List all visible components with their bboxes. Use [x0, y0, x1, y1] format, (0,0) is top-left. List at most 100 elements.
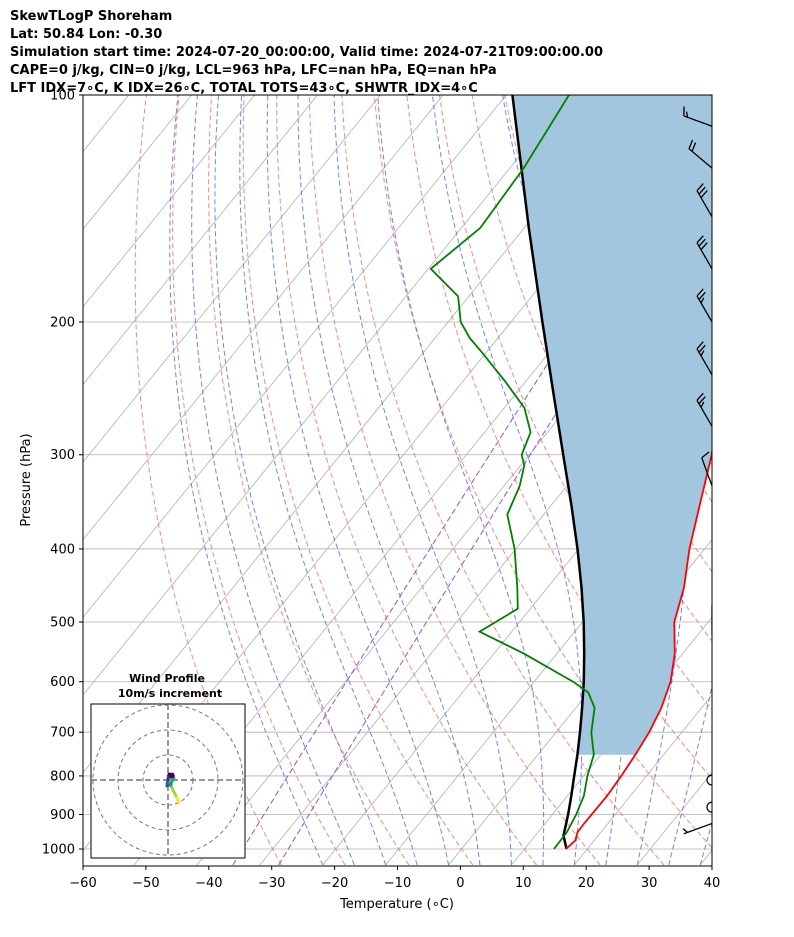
wind-barb-flag [731, 705, 740, 708]
hodograph-segment [169, 774, 175, 779]
dry-adiabat [242, 95, 474, 866]
title-coordinates: Lat: 50.84 Lon: -0.30 [10, 27, 163, 42]
chart-title-block: SkewTLogP Shoreham Lat: 50.84 Lon: -0.30… [10, 8, 603, 98]
wind-barb [696, 348, 712, 376]
wind-barb [701, 457, 712, 487]
y-tick-label: 700 [50, 726, 75, 741]
title-location: SkewTLogP Shoreham [10, 9, 173, 24]
y-tick-label: 300 [50, 448, 75, 463]
dry-adiabat [276, 95, 537, 866]
y-tick-label: 600 [50, 675, 75, 690]
moist-adiabat [297, 95, 481, 866]
wind-barb-flag [701, 451, 710, 459]
wind-barb-flag [700, 350, 705, 357]
x-tick-label: 40 [704, 876, 721, 891]
wind-barb-flag [700, 242, 708, 251]
wind-barb-flag [696, 341, 704, 350]
wind-barb [711, 835, 712, 839]
moist-adiabat [377, 95, 545, 866]
moist-adiabat [169, 95, 324, 866]
mixing-ratio-lines [232, 108, 712, 866]
wind-barb-flag [700, 190, 708, 199]
dry-adiabat [765, 95, 794, 865]
y-tick-label: 800 [50, 769, 75, 784]
wind-barb [688, 148, 712, 169]
dry-adiabat [439, 95, 712, 711]
hodograph-title: Wind Profile [129, 672, 205, 685]
wind-barb-flag [696, 235, 704, 244]
cape-area [512, 95, 712, 755]
x-tick-label: 10 [515, 876, 532, 891]
y-tick-label: 500 [50, 616, 75, 631]
wind-barb-flag [698, 186, 706, 195]
moist-adiabat [333, 95, 512, 866]
title-indices: LFT IDX=7∘C, K IDX=26∘C, TOTAL TOTS=43∘C… [10, 81, 478, 96]
dry-adiabat [373, 95, 712, 849]
y-tick-label: 400 [50, 542, 75, 557]
wind-barb-flag [688, 139, 694, 150]
x-tick-label: 0 [456, 876, 464, 891]
hodograph-inset: Wind Profile 10m/s increment [90, 672, 246, 859]
wind-barb-flag [700, 401, 705, 408]
wind-barb [711, 849, 712, 851]
wind-barb [711, 726, 712, 728]
isotherm-line [448, 539, 712, 866]
moist-adiabat [239, 95, 418, 866]
y-tick-label: 100 [50, 89, 75, 104]
wind-barb-flag [698, 238, 706, 247]
isotherm-line [83, 95, 192, 230]
dry-adiabat [172, 95, 346, 866]
x-tick-label: −20 [321, 876, 348, 891]
moist-adiabat [594, 95, 689, 866]
dry-adiabat [208, 95, 410, 866]
x-tick-label: 30 [641, 876, 658, 891]
isotherm-line [83, 95, 318, 386]
y-axis-ticks: 1000 900 800 700 600 500 400 300 200 100 [42, 89, 83, 858]
x-axis-ticks: −60 −50 −40 −30 −20 −10 0 10 20 30 40 [69, 866, 720, 891]
wind-barbs [682, 106, 745, 865]
x-tick-label: 20 [578, 876, 595, 891]
wind-barb-flag [691, 142, 697, 152]
x-tick-label: −60 [69, 876, 96, 891]
x-tick-label: −30 [258, 876, 285, 891]
hodograph-subtitle: 10m/s increment [118, 687, 222, 700]
hodograph-trace [165, 772, 181, 804]
mixing-ratio-line [278, 166, 712, 866]
y-tick-label: 200 [50, 315, 75, 330]
wind-barb-flag [738, 558, 745, 564]
wind-barb-calm [706, 801, 712, 813]
temperature-line [565, 444, 712, 850]
mixing-ratio-line [232, 108, 712, 866]
isotherm-line [83, 95, 255, 308]
moist-adiabat [191, 95, 355, 866]
x-axis-label: Temperature (∘C) [339, 897, 454, 912]
title-stability-params: CAPE=0 j/kg, CIN=0 j/kg, LCL=963 hPa, LF… [10, 63, 497, 78]
moist-adiabat [214, 95, 387, 866]
isotherm-line [699, 849, 712, 866]
wind-barb-flag [715, 861, 719, 865]
isotherm-line [83, 95, 570, 696]
moist-adiabat [699, 821, 712, 866]
wind-barb-flag [721, 656, 727, 657]
wind-barb-flag [698, 396, 706, 405]
isotherm-line [763, 95, 794, 865]
dry-adiabat [134, 95, 282, 866]
profile-lines [429, 95, 712, 850]
x-tick-label: −40 [195, 876, 222, 891]
cape-fill [512, 95, 712, 755]
wind-barb-flag [698, 291, 706, 300]
wind-barb-flag [700, 297, 705, 304]
wind-barb-flag [696, 183, 704, 192]
dry-adiabat [308, 95, 601, 866]
wind-barb [683, 115, 712, 127]
x-tick-label: −50 [132, 876, 159, 891]
wind-barb [696, 190, 712, 217]
wind-barb-flag [682, 828, 688, 833]
y-tick-label: 900 [50, 808, 75, 823]
wind-barb [696, 399, 712, 427]
wind-barb [711, 571, 712, 573]
x-tick-label: −10 [384, 876, 411, 891]
wind-barb [683, 822, 712, 835]
isotherm-line [83, 95, 381, 463]
